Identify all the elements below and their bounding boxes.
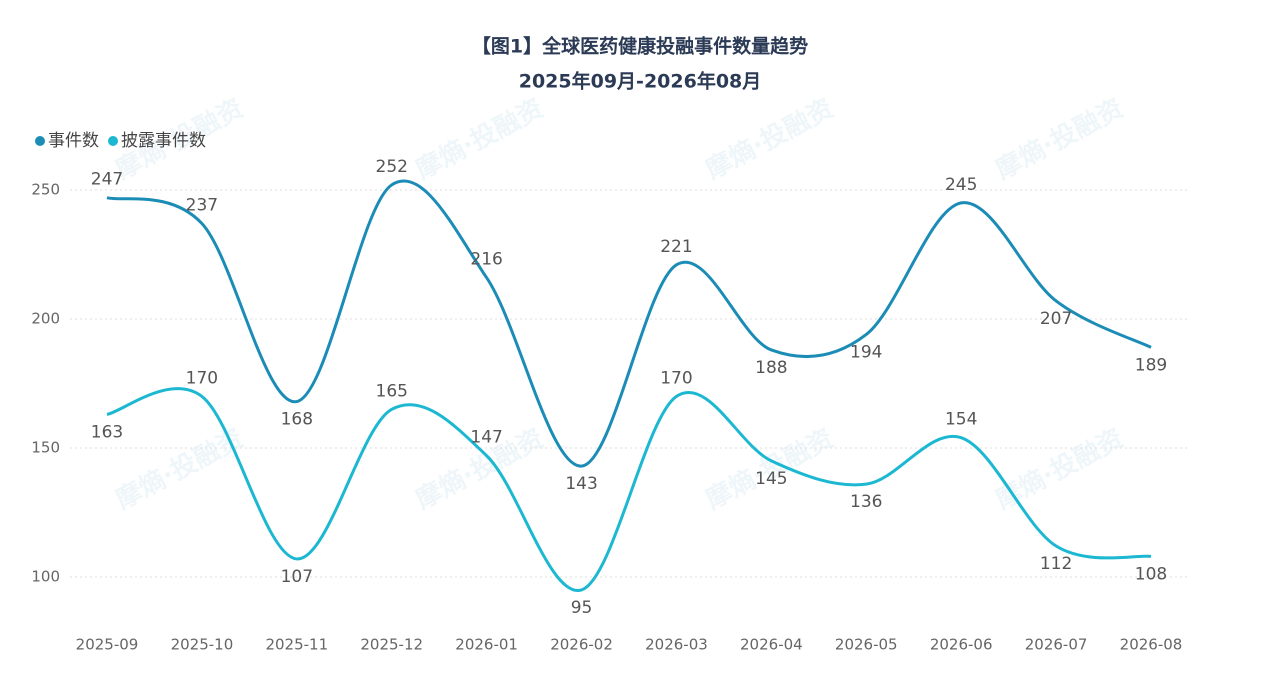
data-label: 145 [755,469,787,489]
data-label: 168 [281,410,313,430]
data-label: 170 [186,368,218,388]
x-tick-label: 2025-12 [360,636,423,654]
y-tick-label: 250 [31,181,60,199]
x-tick-label: 2026-08 [1120,636,1183,654]
watermark: 摩熵·投融资 [990,423,1128,516]
data-label: 237 [186,196,218,216]
data-label: 170 [660,368,692,388]
y-tick-label: 150 [31,439,60,457]
data-label: 252 [376,157,408,177]
data-label: 143 [565,474,597,494]
y-tick-label: 100 [31,568,60,586]
x-tick-label: 2026-03 [645,636,708,654]
series-line [106,179,1152,468]
data-label: 194 [850,342,882,362]
legend-label: 披露事件数 [121,131,206,151]
data-label: 95 [571,598,593,618]
legend-marker [35,136,45,146]
data-label: 107 [281,567,313,587]
x-tick-label: 2025-09 [76,636,139,654]
data-label: 165 [376,381,408,401]
x-tick-label: 2025-11 [265,636,328,654]
data-label: 247 [91,170,123,190]
data-label: 189 [1135,355,1167,375]
watermark: 摩熵·投融资 [990,93,1128,186]
x-tick-label: 2026-06 [930,636,993,654]
data-label: 112 [1040,554,1072,574]
x-tick-label: 2026-04 [740,636,803,654]
series-line [106,387,1152,592]
x-tick-label: 2026-07 [1025,636,1088,654]
data-label: 188 [755,358,787,378]
watermark: 摩熵·投融资 [410,93,548,186]
data-label: 136 [850,492,882,512]
x-tick-label: 2025-10 [171,636,234,654]
x-tick-label: 2026-05 [835,636,898,654]
chart-title: 【图1】全球医药健康投融事件数量趋势 [472,35,808,58]
legend-marker [108,136,118,146]
data-label: 147 [470,428,502,448]
data-label: 216 [470,250,502,270]
data-label: 154 [945,410,977,430]
chart-subtitle: 2025年09月-2026年08月 [519,70,762,93]
data-label: 221 [660,237,692,257]
data-label: 207 [1040,309,1072,329]
watermark: 摩熵·投融资 [700,93,838,186]
data-label: 245 [945,175,977,195]
legend-label: 事件数 [48,131,99,151]
y-tick-label: 200 [31,310,60,328]
data-label: 108 [1135,564,1167,584]
x-tick-label: 2026-02 [550,636,613,654]
data-label: 163 [91,422,123,442]
x-tick-label: 2026-01 [455,636,518,654]
